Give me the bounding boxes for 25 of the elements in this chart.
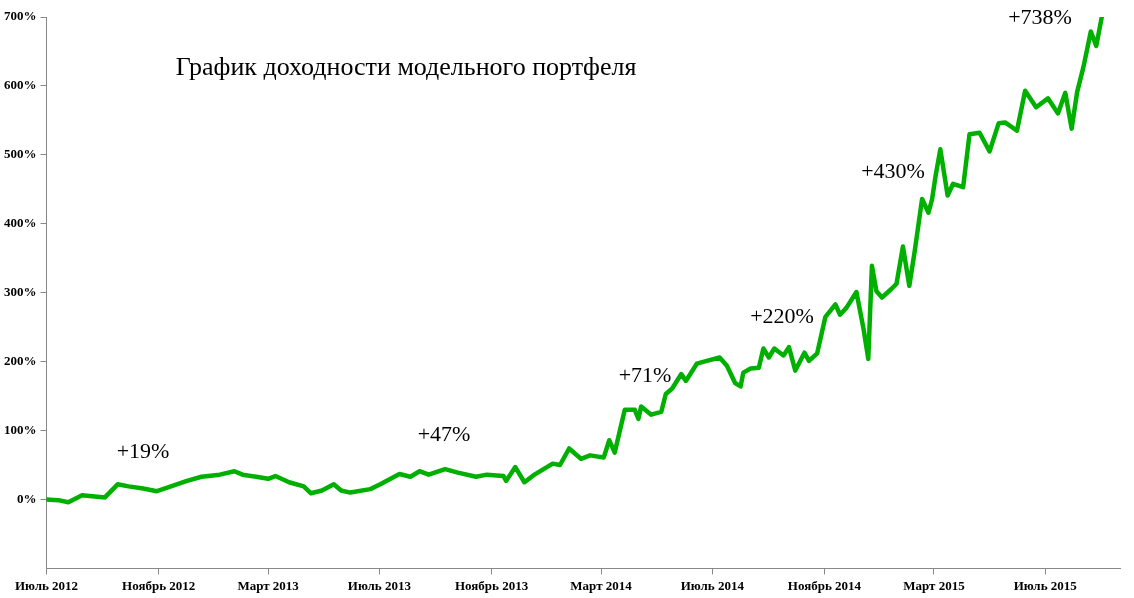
y-tick-label: 300% <box>4 284 37 300</box>
x-tick-label: Март 2013 <box>237 577 300 593</box>
x-tick-label: Июль 2012 <box>14 577 79 593</box>
y-tick-label: 0% <box>17 490 37 506</box>
annotation: +71% <box>618 361 672 387</box>
annotation: +430% <box>861 157 925 183</box>
x-tick-label: Июль 2015 <box>1013 577 1078 593</box>
x-tick-label: Ноябрь 2012 <box>122 577 196 593</box>
annotation: +47% <box>417 420 471 446</box>
x-tick-label: Март 2015 <box>903 577 966 593</box>
y-tick-label: 200% <box>4 352 37 368</box>
text: График доходности модельного портфеля <box>175 51 637 81</box>
y-tick-label: 700% <box>4 8 37 24</box>
y-tick-label: 400% <box>4 215 37 231</box>
x-tick-label: Март 2014 <box>570 577 633 593</box>
annotation: +738% <box>1008 3 1072 29</box>
y-tick-label: 500% <box>4 146 37 162</box>
annotation: +19% <box>116 437 170 463</box>
y-tick-label: 100% <box>4 421 37 437</box>
x-tick-label: Ноябрь 2014 <box>787 577 862 593</box>
x-tick-label: Ноябрь 2013 <box>454 577 529 593</box>
annotation: +220% <box>750 302 814 328</box>
y-tick-label: 600% <box>4 77 37 93</box>
x-tick-label: Июль 2014 <box>680 577 745 593</box>
x-tick-label: Июль 2013 <box>347 577 412 593</box>
